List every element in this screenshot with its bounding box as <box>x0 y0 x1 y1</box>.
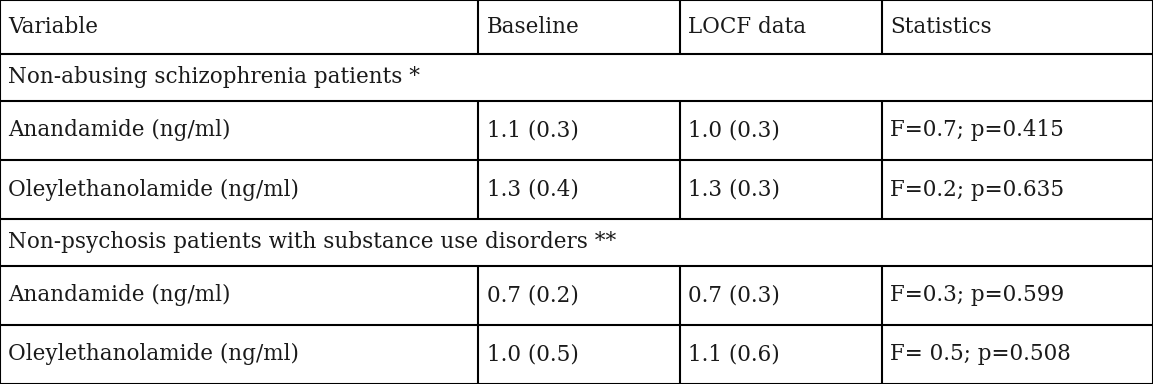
Text: Anandamide (ng/ml): Anandamide (ng/ml) <box>8 284 231 306</box>
Text: 0.7 (0.3): 0.7 (0.3) <box>688 284 781 306</box>
Text: Baseline: Baseline <box>487 16 579 38</box>
Text: 1.1 (0.3): 1.1 (0.3) <box>487 119 579 141</box>
Text: Non-abusing schizophrenia patients *: Non-abusing schizophrenia patients * <box>8 66 420 88</box>
Text: Variable: Variable <box>8 16 98 38</box>
Text: Oleylethanolamide (ng/ml): Oleylethanolamide (ng/ml) <box>8 179 299 200</box>
Text: F=0.2; p=0.635: F=0.2; p=0.635 <box>890 179 1064 200</box>
Text: 1.3 (0.4): 1.3 (0.4) <box>487 179 579 200</box>
Text: 0.7 (0.2): 0.7 (0.2) <box>487 284 579 306</box>
Text: Anandamide (ng/ml): Anandamide (ng/ml) <box>8 119 231 141</box>
Text: Non-psychosis patients with substance use disorders **: Non-psychosis patients with substance us… <box>8 231 617 253</box>
Text: F=0.7; p=0.415: F=0.7; p=0.415 <box>890 119 1064 141</box>
Text: Statistics: Statistics <box>890 16 992 38</box>
Text: 1.0 (0.3): 1.0 (0.3) <box>688 119 781 141</box>
Text: 1.1 (0.6): 1.1 (0.6) <box>688 343 781 366</box>
Text: Oleylethanolamide (ng/ml): Oleylethanolamide (ng/ml) <box>8 343 299 366</box>
Text: 1.0 (0.5): 1.0 (0.5) <box>487 343 579 366</box>
Text: 1.3 (0.3): 1.3 (0.3) <box>688 179 781 200</box>
Text: F=0.3; p=0.599: F=0.3; p=0.599 <box>890 284 1064 306</box>
Text: F= 0.5; p=0.508: F= 0.5; p=0.508 <box>890 343 1071 366</box>
Text: LOCF data: LOCF data <box>688 16 806 38</box>
